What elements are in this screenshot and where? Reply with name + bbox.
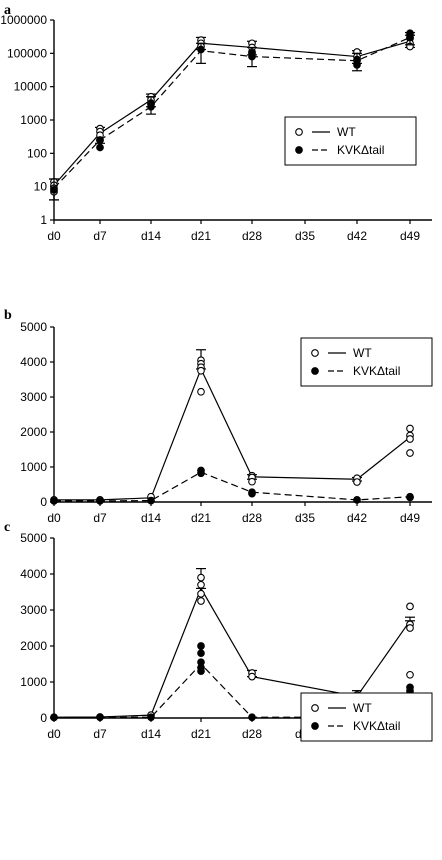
y-tick-label: 10: [34, 180, 48, 194]
data-point-wt: [197, 573, 205, 582]
data-point-kvk: [96, 136, 104, 144]
data-point-kvk: [248, 713, 256, 722]
data-point-wt: [406, 424, 414, 433]
data-point-kvk: [406, 33, 414, 42]
data-point-kvk: [50, 713, 58, 722]
y-tick-label: 1: [40, 213, 47, 227]
panel-label: b: [4, 308, 12, 323]
x-tick-label: d0: [47, 229, 61, 243]
data-point-kvk: [248, 49, 256, 58]
data-point-kvk: [50, 497, 58, 505]
data-point-wt: [406, 449, 414, 457]
data-point-kvk: [197, 667, 205, 676]
x-tick-label: d21: [191, 727, 211, 741]
x-tick-label: d14: [141, 511, 161, 525]
data-point-wt: [197, 366, 205, 375]
y-tick-label: 0: [40, 495, 47, 509]
legend-label: KVKΔtail: [337, 143, 384, 157]
y-tick-label: 2000: [20, 639, 47, 653]
y-tick-label: 5000: [20, 320, 47, 334]
legend-marker: [295, 128, 303, 136]
data-point-kvk: [96, 143, 104, 152]
legend-marker: [311, 704, 319, 712]
y-tick-label: 0: [40, 711, 47, 725]
y-tick-label: 2000: [20, 425, 47, 439]
legend-marker: [311, 367, 319, 375]
x-tick-label: d35: [295, 511, 315, 525]
x-tick-label: d49: [400, 511, 420, 525]
panel-label: c: [4, 520, 10, 535]
y-tick-label: 1000: [20, 460, 47, 474]
x-tick-label: d21: [191, 229, 211, 243]
x-tick-label: d42: [347, 511, 367, 525]
legend-label: WT: [353, 701, 372, 715]
x-tick-label: d7: [93, 229, 107, 243]
legend-box: [300, 692, 433, 742]
x-tick-label: d7: [93, 511, 107, 525]
data-point-kvk: [50, 186, 58, 194]
y-tick-label: 1000000: [0, 13, 47, 27]
panel-a: a 1 10 100 1000 10000 100000 1000000 d0 d7 d14 d21 d…: [0, 3, 432, 243]
y-tick-label: 10000: [14, 80, 48, 94]
data-point-kvk: [197, 642, 205, 650]
data-point-wt: [353, 478, 361, 486]
legend-label: WT: [353, 346, 372, 360]
y-tick-label: 100000: [7, 46, 47, 60]
y-tick-label: 5000: [20, 531, 47, 545]
x-tick-label: d35: [295, 229, 315, 243]
x-tick-label: d49: [400, 229, 420, 243]
data-point-wt: [197, 580, 205, 589]
data-point-kvk: [197, 649, 205, 658]
data-point-kvk: [96, 713, 104, 722]
panel-label: a: [4, 3, 11, 18]
y-tick-label: 4000: [20, 355, 47, 369]
data-point-kvk: [147, 496, 155, 505]
data-point-wt: [248, 672, 256, 681]
legend-label: KVKΔtail: [353, 364, 400, 378]
legend-marker: [295, 146, 303, 154]
y-tick-label: 3000: [20, 390, 47, 404]
legend-marker: [311, 722, 319, 730]
legend-box: [284, 116, 417, 166]
legend-label: KVKΔtail: [353, 719, 400, 733]
legend-label: WT: [337, 125, 356, 139]
x-tick-label: d21: [191, 511, 211, 525]
y-tick-label: 1000: [20, 113, 47, 127]
y-tick-label: 3000: [20, 603, 47, 617]
data-point-wt: [197, 597, 205, 605]
data-point-wt: [406, 670, 414, 679]
data-point-kvk: [147, 713, 155, 722]
y-tick-label: 4000: [20, 567, 47, 581]
data-point-wt: [197, 589, 205, 598]
panel-b: b 0 1000 2000 3000 4000 5000 d0 d7 d14 d21 d28 d35 d4…: [4, 308, 433, 525]
x-tick-label: d0: [47, 727, 61, 741]
x-tick-label: d14: [141, 229, 161, 243]
data-point-wt: [406, 624, 414, 632]
data-point-wt: [406, 435, 414, 443]
x-tick-label: d42: [347, 229, 367, 243]
data-point-kvk: [96, 497, 104, 505]
data-point-kvk: [197, 45, 205, 54]
data-point-kvk: [248, 489, 256, 498]
data-point-wt: [248, 477, 256, 486]
x-tick-label: d7: [93, 727, 107, 741]
x-tick-label: d28: [242, 511, 262, 525]
data-point-kvk: [353, 496, 361, 504]
legend-marker: [311, 349, 319, 357]
data-point-wt: [406, 602, 414, 611]
legend-box: [300, 337, 433, 387]
data-point-kvk: [406, 493, 414, 502]
x-tick-label: d14: [141, 727, 161, 741]
x-tick-label: d28: [242, 229, 262, 243]
data-point-kvk: [353, 55, 361, 64]
data-point-wt: [197, 387, 205, 396]
y-tick-label: 100: [27, 146, 47, 160]
data-point-kvk: [147, 99, 155, 108]
panel-c: c010002000300040005000d0d7d14d21d28d35d4…: [4, 520, 433, 742]
x-tick-label: d28: [242, 727, 262, 741]
y-tick-label: 1000: [20, 675, 47, 689]
x-tick-label: d0: [47, 511, 61, 525]
data-point-kvk: [197, 469, 205, 478]
